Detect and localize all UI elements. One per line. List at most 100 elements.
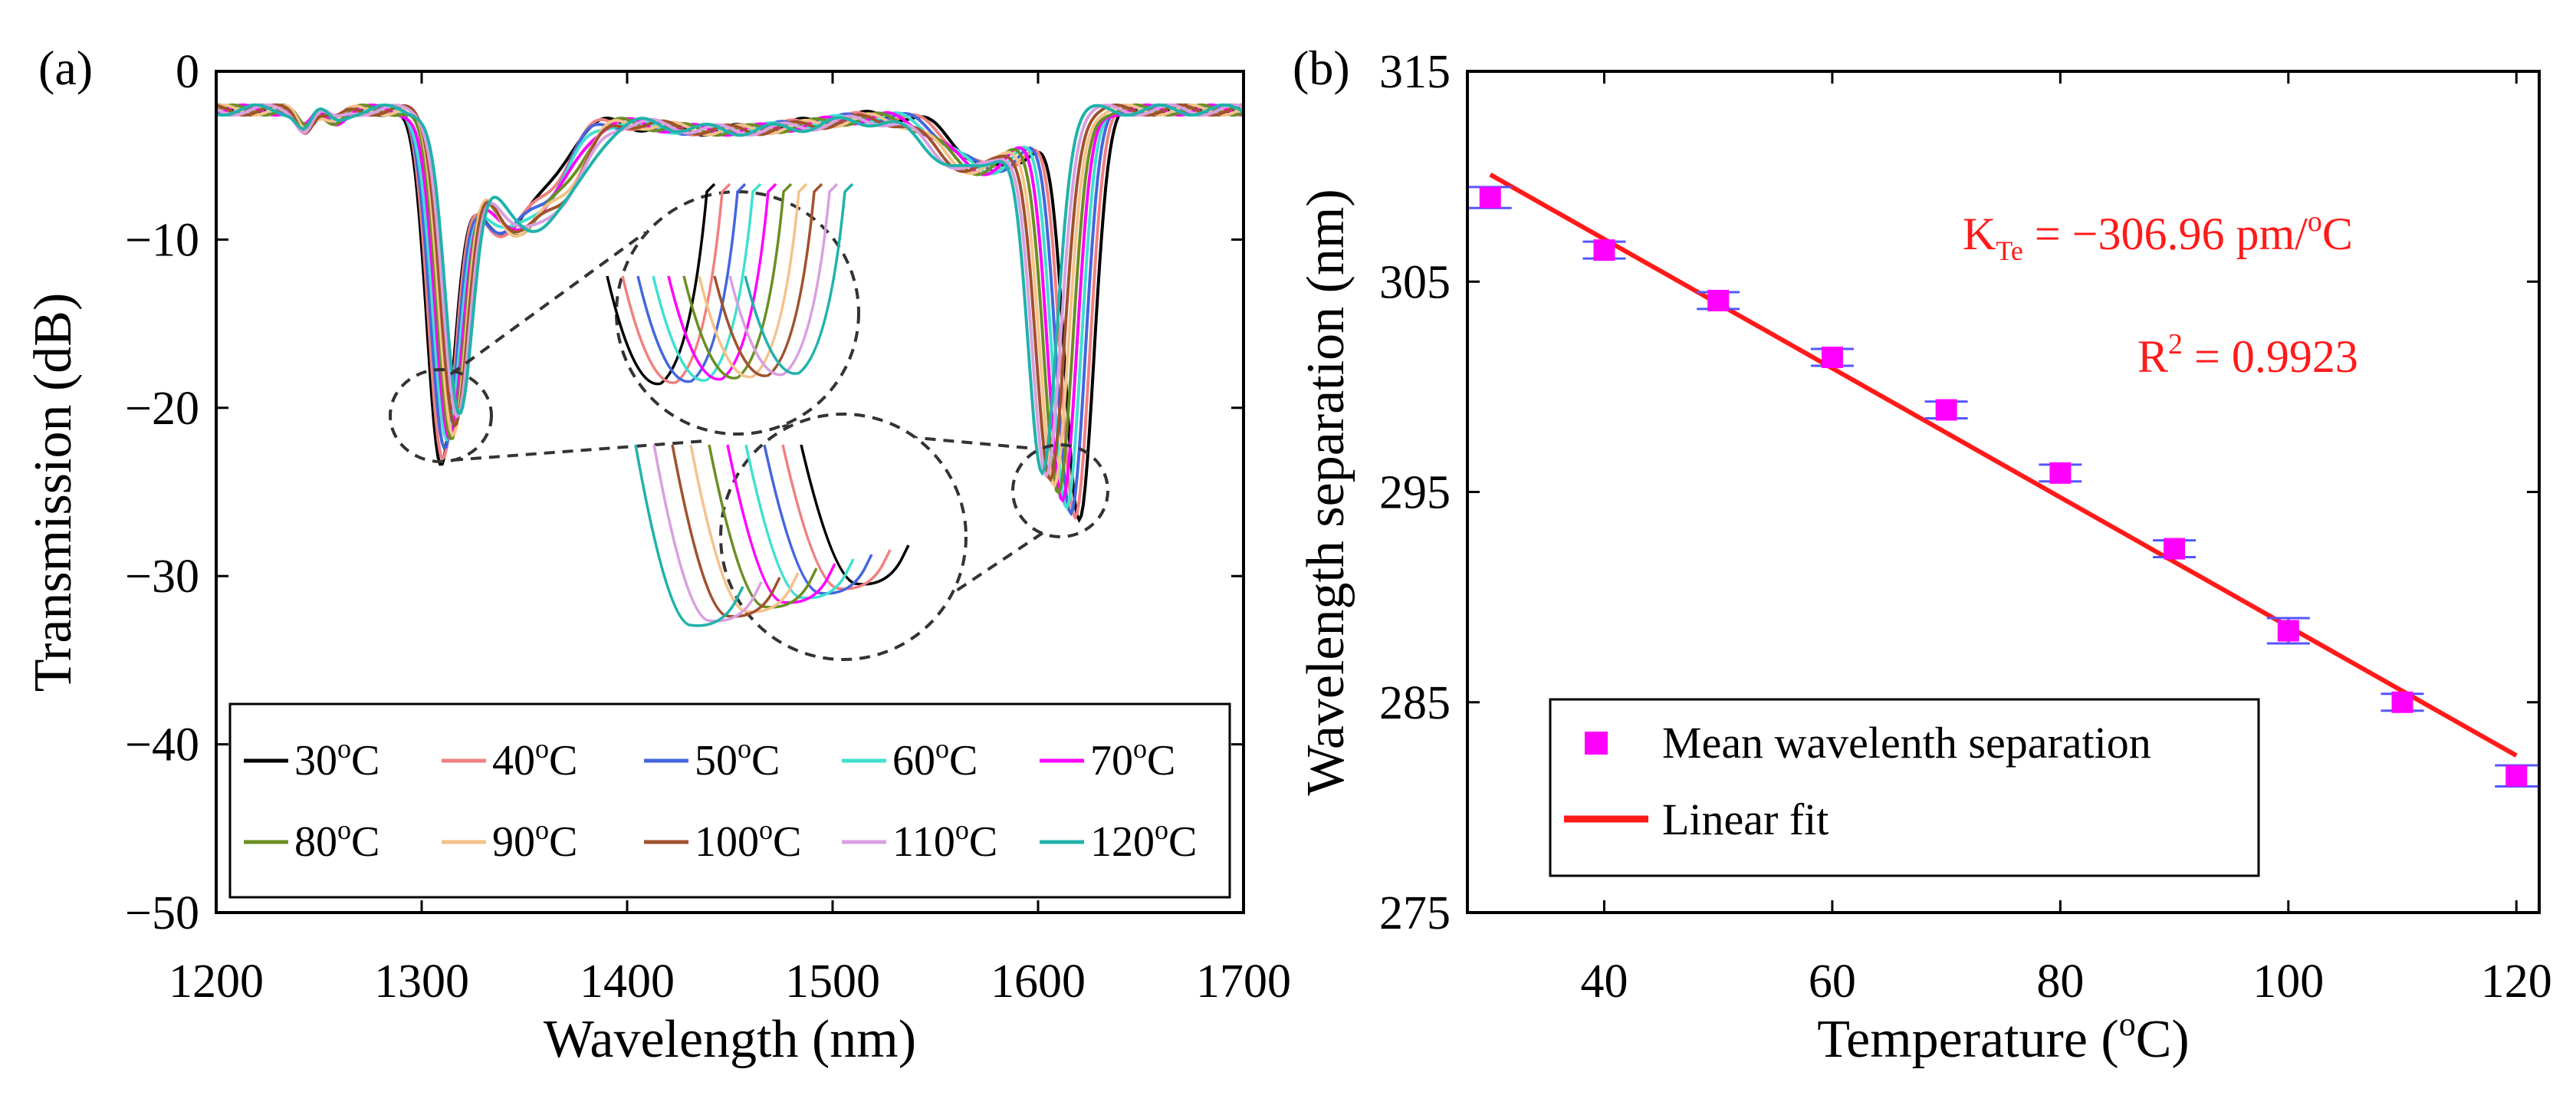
data-marker: [2505, 765, 2528, 787]
legend-marker-symbol: [1585, 732, 1608, 755]
panel-b: (b) 40 60 80 100 120 275 285 295 305 315 KTe = −3…: [1293, 41, 2552, 1069]
panel-b-xlabel: Temperature (oC): [1817, 1005, 2189, 1069]
zoom-line-dip1-100C: [713, 183, 823, 377]
data-marker: [1935, 399, 1957, 421]
panel-b-ytick-label: 275: [1379, 887, 1451, 939]
zoom-curves-dip2: [634, 444, 910, 627]
legend-label-100C: 100oC: [695, 814, 801, 866]
panel-a-ticks: 1200 1300 1400 1500 1600 1700 0 −10 −20 −30 −40 −50: [125, 46, 1291, 1008]
legend-label-50C: 50oC: [695, 733, 780, 785]
zoom-line-dip2-80C: [708, 444, 818, 609]
legend-label-fit: Linear fit: [1662, 794, 1829, 844]
panel-b-label: (b): [1293, 41, 1350, 95]
zoom-circle-dip2-large: [719, 413, 968, 661]
data-point-40: [1582, 239, 1626, 262]
data-marker: [1707, 289, 1730, 311]
data-marker: [1479, 186, 1501, 209]
panel-a-ylabel: Transmission (dB): [24, 293, 83, 692]
legend-label-60C: 60oC: [892, 733, 978, 785]
panel-a-ytick-label: −50: [125, 887, 199, 939]
panel-a-ytick-label: 0: [176, 46, 199, 98]
panel-a-frame: [215, 70, 1245, 914]
panel-a-zoom-insets: [389, 183, 1109, 661]
data-point-110: [2380, 691, 2424, 713]
zoom-guide-line: [449, 231, 647, 376]
data-marker: [2164, 538, 2186, 560]
panel-b-xtick-label: 40: [1580, 956, 1628, 1008]
panel-a-xtick-label: 1500: [785, 956, 880, 1008]
panel-a-legend: 30oC 40oC 50oC 60oC 70oC 80oC 90oC 100oC 110oC 12…: [228, 702, 1231, 899]
data-point-100: [2266, 617, 2310, 645]
zoom-circle-dip1-small: [389, 368, 493, 463]
zoom-line-dip2-40C: [781, 444, 892, 590]
panel-a: (a) 30oC 40oC 50oC 60oC 70oC 80oC 90oC 100oC 110…: [24, 41, 1291, 1069]
legend-label-80C: 80oC: [294, 814, 380, 866]
panel-a-xtick-label: 1200: [169, 956, 264, 1008]
zoom-circle-dip2-small: [1011, 443, 1109, 538]
data-point-50: [1697, 289, 1740, 311]
zoom-line-dip2-70C: [726, 444, 836, 604]
panel-b-ytick-label: 285: [1379, 677, 1451, 729]
panel-b-ytick-label: 295: [1379, 467, 1451, 519]
spectrum-line-120C: [215, 103, 1244, 476]
data-point-30: [1468, 186, 1512, 209]
linear-fit-line: [1489, 173, 2518, 758]
zoom-guide-line: [452, 439, 706, 462]
slope-annotation: KTe = −306.96 pm/oC: [1963, 206, 2353, 266]
panel-b-fit: [1489, 173, 2518, 758]
data-point-120: [2495, 764, 2538, 788]
data-marker: [1593, 239, 1615, 262]
panel-a-ytick-label: −40: [125, 719, 199, 771]
panel-b-ylabel: Wavelength separation (nm): [1296, 189, 1355, 795]
panel-b-ytick-label: 305: [1379, 256, 1451, 308]
data-marker: [2049, 462, 2072, 484]
panel-a-ytick-label: −10: [125, 214, 199, 266]
zoom-line-dip2-60C: [744, 444, 855, 600]
panel-b-ticks: 40 60 80 100 120 275 285 295 305 315: [1379, 46, 2552, 1008]
zoom-line-dip2-110C: [652, 444, 763, 623]
legend-box: [228, 702, 1231, 899]
r-squared-annotation: R2 = 0.9923: [2137, 328, 2358, 382]
panel-b-xtick-label: 80: [2036, 956, 2084, 1008]
data-point-90: [2153, 538, 2196, 560]
legend-label-70C: 70oC: [1090, 733, 1175, 785]
zoom-curves-dip1: [606, 183, 854, 386]
panel-b-points: [1468, 186, 2538, 788]
zoom-line-dip2-100C: [671, 444, 781, 618]
panel-a-xtick-label: 1600: [991, 956, 1086, 1008]
zoom-line-dip2-120C: [634, 444, 744, 627]
zoom-line-dip1-120C: [744, 183, 854, 375]
data-point-60: [1810, 346, 1854, 368]
panel-a-xtick-label: 1400: [580, 956, 675, 1008]
legend-label-40C: 40oC: [492, 733, 577, 785]
data-marker: [2391, 691, 2413, 713]
panel-a-xtick-label: 1700: [1196, 956, 1291, 1008]
zoom-line-dip2-90C: [689, 444, 800, 614]
legend-label-30C: 30oC: [294, 733, 380, 785]
legend-label-110C: 110oC: [892, 814, 997, 866]
spectrum-line-100C: [215, 103, 1244, 483]
zoom-circle-dip1-large: [615, 190, 860, 436]
panel-a-xtick-label: 1300: [374, 956, 469, 1008]
panel-b-ytick-label: 315: [1379, 46, 1451, 98]
legend-label-120C: 120oC: [1090, 814, 1197, 866]
data-marker: [2277, 620, 2299, 642]
panel-a-curves: [215, 103, 1244, 524]
zoom-line-dip2-50C: [763, 444, 873, 595]
panel-a-label: (a): [38, 41, 93, 95]
legend-box: [1549, 698, 2260, 877]
panel-b-xtick-label: 120: [2481, 956, 2552, 1008]
data-marker: [1821, 346, 1843, 368]
panel-b-xtick-label: 60: [1809, 956, 1856, 1008]
data-point-70: [1924, 399, 1968, 421]
panel-a-ytick-label: −20: [125, 383, 199, 435]
data-point-80: [2039, 462, 2082, 484]
zoom-line-dip2-30C: [800, 444, 910, 586]
panel-b-legend: Mean wavelenth separation Linear fit: [1549, 698, 2260, 877]
panel-a-xlabel: Wavelength (nm): [544, 1010, 916, 1069]
panel-a-ytick-label: −30: [125, 551, 199, 603]
legend-label-mean: Mean wavelenth separation: [1662, 718, 2151, 768]
legend-label-90C: 90oC: [492, 814, 577, 866]
panel-b-xtick-label: 100: [2252, 956, 2324, 1008]
